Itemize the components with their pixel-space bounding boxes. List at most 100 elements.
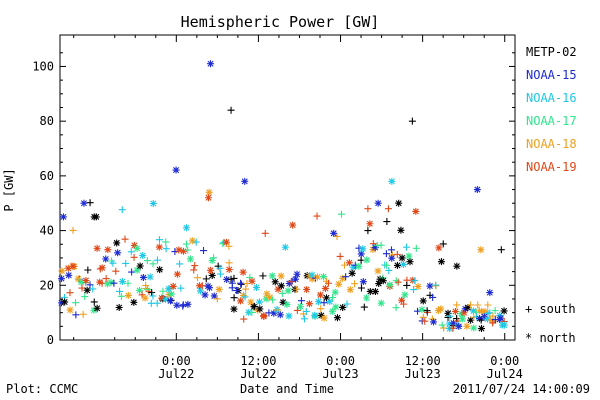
south-point [84,266,92,274]
north-point [158,294,166,302]
south-point [86,199,94,207]
north-point [247,298,255,306]
north-point [162,295,170,303]
north-point [305,300,313,308]
south-point [159,287,167,295]
north-point [139,252,147,260]
legend-item: NOAA-16 [526,91,577,105]
x-tick-time: 0:00 [162,354,191,368]
north-point [453,262,461,270]
south-point [384,205,392,213]
north-point [496,311,504,319]
south-point [200,247,208,255]
north-point [284,287,292,295]
north-point [260,312,268,320]
north-point [96,278,104,286]
south-point [419,313,427,321]
north-point [58,267,66,275]
north-point [113,239,121,247]
x-tick-time: 12:00 [240,354,276,368]
north-point [375,280,383,288]
south-point [343,300,351,308]
north-point [61,298,69,306]
south-point [79,310,87,318]
south-point [190,266,198,274]
north-point [149,199,157,207]
x-tick-time: 12:00 [405,354,441,368]
north-point [461,305,469,313]
y-tick-label: 40 [40,224,54,238]
north-point [357,250,365,258]
north-point [406,258,414,266]
south-point [446,312,454,320]
south-point [408,117,416,125]
north-point [374,199,382,207]
north-point [497,314,505,322]
south-point [102,275,110,283]
north-point [80,199,88,207]
north-point [59,213,67,221]
legend: METP-02 NOAA-15 NOAA-16 NOAA-17 NOAA-18 NOAA-… [526,45,577,174]
south-point [138,291,146,299]
north-point [104,246,112,254]
south-point [144,285,152,293]
north-point [115,303,123,311]
north-point [136,286,144,294]
north-point [222,238,230,246]
north-point [165,285,173,293]
north-point [208,271,216,279]
north-point [237,297,245,305]
north-point [225,265,233,273]
north-point [173,270,181,278]
north-point [399,260,407,268]
north-point [346,286,354,294]
north-point [64,264,72,272]
north-point [313,273,321,281]
north-point [311,311,319,319]
north-point [277,272,285,280]
north-point [93,304,101,312]
north-point [173,301,181,309]
north-point [414,282,422,290]
north-point [398,296,406,304]
north-point [449,319,457,327]
north-point [169,282,177,290]
south-point [325,279,333,287]
south-point [477,316,485,324]
north-point [477,325,485,333]
north-point [136,262,144,270]
north-point [332,303,340,311]
north-point [248,277,256,285]
north-point [316,291,324,299]
north-point [215,285,223,293]
south-point [153,299,161,307]
north-point [271,278,279,286]
south-point [412,244,420,252]
north-point [339,303,347,311]
north-point [107,278,115,286]
south-point [338,210,346,218]
north-point [201,291,209,299]
x-axis-label: Date and Time [240,382,334,396]
south-point [149,292,157,300]
south-point [149,260,157,268]
north-point [207,60,215,68]
south-point [392,304,400,312]
south-point [225,242,233,250]
south-point [176,260,184,268]
south-point [411,277,419,285]
south-point [313,212,321,220]
marker-legend-item: + south [525,302,576,316]
north-point [293,270,301,278]
north-point [374,267,382,275]
north-point [166,297,174,305]
legend-item: NOAA-15 [526,68,577,82]
north-point [93,244,101,252]
north-point [430,318,438,326]
north-point [397,226,405,234]
north-point [398,254,406,262]
north-point [208,257,216,265]
south-point [156,236,164,244]
south-point [98,279,106,287]
